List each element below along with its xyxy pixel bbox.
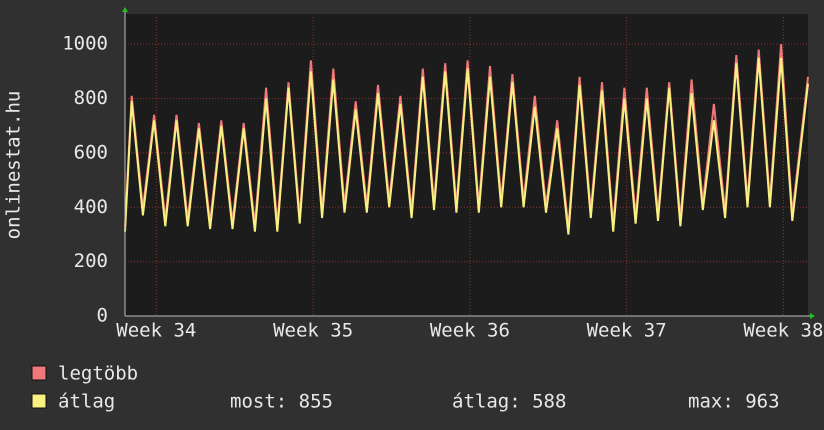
y-tick-label: 1000 (62, 33, 108, 55)
y-tick-label: 400 (74, 196, 108, 218)
legend-label: átlag (58, 391, 115, 413)
y-tick-label: 0 (97, 305, 108, 327)
y-tick-label: 200 (74, 250, 108, 272)
x-tick-label: Week 35 (273, 320, 353, 342)
plot-area (125, 14, 808, 316)
y-arrow (122, 7, 128, 12)
stat-label: most: 855 (230, 391, 333, 413)
legend-swatch (31, 365, 47, 381)
y-tick-label: 600 (74, 141, 108, 163)
x-tick-label: Week 37 (587, 320, 667, 342)
plot: 0 200 400 600 800 1000 Week 34 Week 35 Week 36 We… (62, 17, 823, 342)
legend-label: legtöbb (58, 363, 138, 385)
series-line (124, 57, 809, 235)
x-tick-label: Week 36 (430, 320, 510, 342)
x-arrow (810, 313, 815, 319)
stat-label: átlag: 588 (452, 391, 566, 413)
stat-label: max: 963 (688, 391, 780, 413)
legend-swatch (31, 393, 47, 409)
x-tick-label: Week 38 (743, 320, 823, 342)
x-tick-label: Week 34 (116, 320, 196, 342)
y-tick-label: 800 (74, 87, 108, 109)
y-axis-label: onlinestat.hu (3, 91, 25, 240)
